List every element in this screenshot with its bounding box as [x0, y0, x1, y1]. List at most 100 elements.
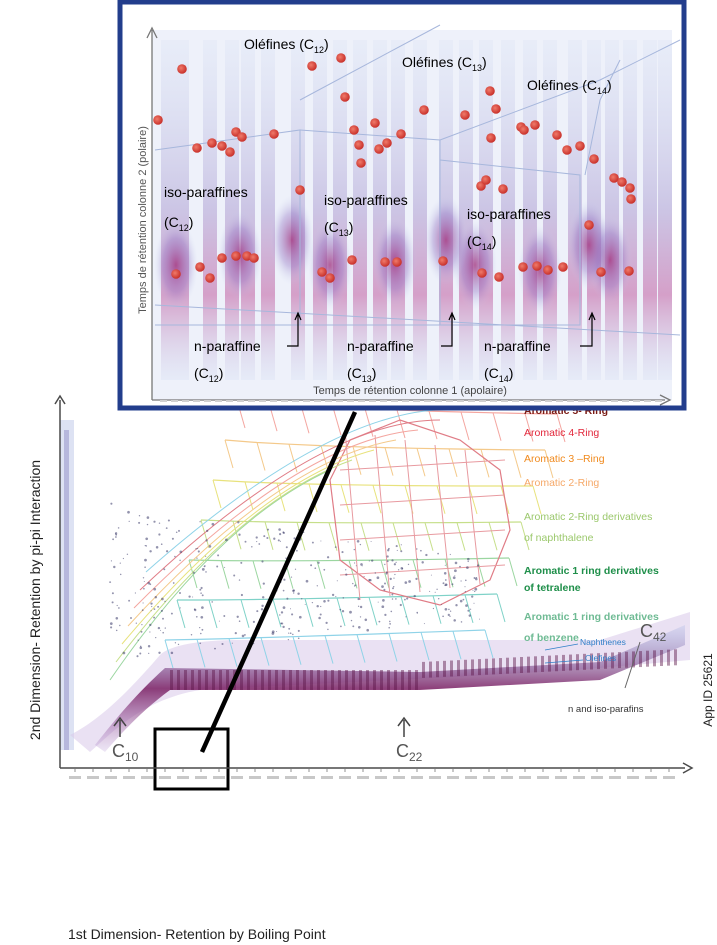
scatter-point [381, 605, 385, 609]
grid-cell-line [272, 599, 282, 628]
scatter-point [323, 568, 326, 571]
inset-stripe [353, 40, 367, 380]
band-stripe [541, 655, 544, 672]
band-stripe [639, 651, 642, 668]
scatter-point [472, 589, 474, 591]
scatter-point [297, 637, 300, 640]
inset-data-point [396, 129, 406, 139]
scatter-point [360, 563, 363, 566]
scatter-point [416, 611, 419, 614]
scatter-point [318, 616, 321, 620]
inset-data-point [153, 115, 163, 125]
scatter-point [320, 605, 322, 608]
grid-cell-line [400, 596, 410, 625]
scatter-point [387, 549, 390, 552]
scatter-point [317, 561, 320, 564]
scatter-point [285, 546, 288, 549]
scatter-point [393, 563, 397, 566]
inset-stripe [391, 40, 405, 380]
legend-naphthalene-line2: of naphthalene [524, 532, 594, 544]
scatter-point [218, 620, 220, 622]
band-stripe [506, 657, 509, 674]
scatter-point [359, 616, 362, 618]
scatter-point [319, 613, 322, 616]
x-tick-label [87, 776, 99, 779]
scatter-point [200, 615, 204, 619]
scatter-point [475, 577, 478, 581]
scatter-point [399, 603, 402, 607]
scatter-point [144, 566, 146, 568]
grid-cell-line [544, 449, 554, 479]
scatter-point [122, 557, 124, 560]
scatter-point [142, 602, 144, 604]
scatter-point [158, 651, 161, 654]
scatter-point [468, 614, 472, 617]
inset-data-point [171, 269, 181, 279]
inset-stripe [373, 40, 387, 380]
inset-x-tick [446, 400, 453, 402]
scatter-point [160, 629, 162, 631]
scatter-point [271, 632, 275, 635]
scatter-point [310, 564, 313, 567]
band-stripe [380, 670, 383, 690]
scatter-point [478, 618, 481, 620]
grid-cell-line [488, 522, 498, 551]
scatter-point [149, 631, 151, 633]
grid-red-line [339, 459, 506, 471]
scatter-point [192, 596, 194, 598]
x-tick-label [375, 776, 387, 779]
scatter-point [144, 558, 147, 562]
scatter-point [286, 597, 289, 600]
scatter-point [339, 608, 342, 611]
scatter-point [389, 620, 391, 623]
scatter-point [405, 616, 407, 618]
x-tick-label [105, 776, 117, 779]
inset-x-tick [600, 400, 607, 402]
scatter-point [211, 522, 215, 526]
scatter-point [148, 652, 150, 655]
scatter-point [200, 586, 203, 590]
band-stripe [184, 670, 187, 690]
scatter-point [134, 592, 136, 594]
grid-cell-line [292, 636, 302, 665]
scatter-point [262, 582, 265, 585]
scatter-point [136, 655, 139, 658]
band-stripe [240, 670, 243, 690]
grid-cell-line [424, 522, 434, 551]
scatter-point [408, 580, 411, 583]
grid-cell-line [328, 522, 338, 551]
grid-cell-line [508, 557, 518, 587]
scatter-point [138, 514, 141, 517]
scatter-point [444, 579, 447, 581]
grid-cell-line [496, 593, 506, 623]
scatter-point [221, 642, 224, 646]
grid-red-line [339, 529, 506, 541]
scatter-point [377, 601, 379, 603]
scatter-point [386, 560, 389, 563]
inset-data-point [491, 104, 501, 114]
scatter-point [356, 540, 360, 543]
inset-x-tick [358, 400, 365, 402]
scatter-point [437, 552, 439, 555]
inset-data-point [530, 120, 540, 130]
scatter-point [174, 642, 177, 644]
scatter-point [143, 587, 145, 590]
band-stripe [492, 658, 495, 675]
scatter-point [146, 523, 149, 526]
scatter-point [305, 579, 309, 583]
legend-tetralene-line1: Aromatic 1 ring derivatives [524, 565, 659, 577]
inset-data-point [625, 183, 635, 193]
inset-data-point [419, 105, 429, 115]
scatter-point [153, 608, 156, 610]
inset-data-point [225, 147, 235, 157]
scatter-point [358, 626, 361, 629]
c10-label: C10 [112, 741, 139, 764]
grid-cell-line [340, 484, 350, 513]
scatter-point [407, 563, 410, 566]
scatter-point [223, 615, 226, 617]
x-tick-label [411, 776, 423, 779]
scatter-point [266, 536, 269, 540]
inset-data-point [192, 143, 202, 153]
grid-red-line [464, 449, 481, 585]
grid-cell-line [304, 598, 314, 627]
